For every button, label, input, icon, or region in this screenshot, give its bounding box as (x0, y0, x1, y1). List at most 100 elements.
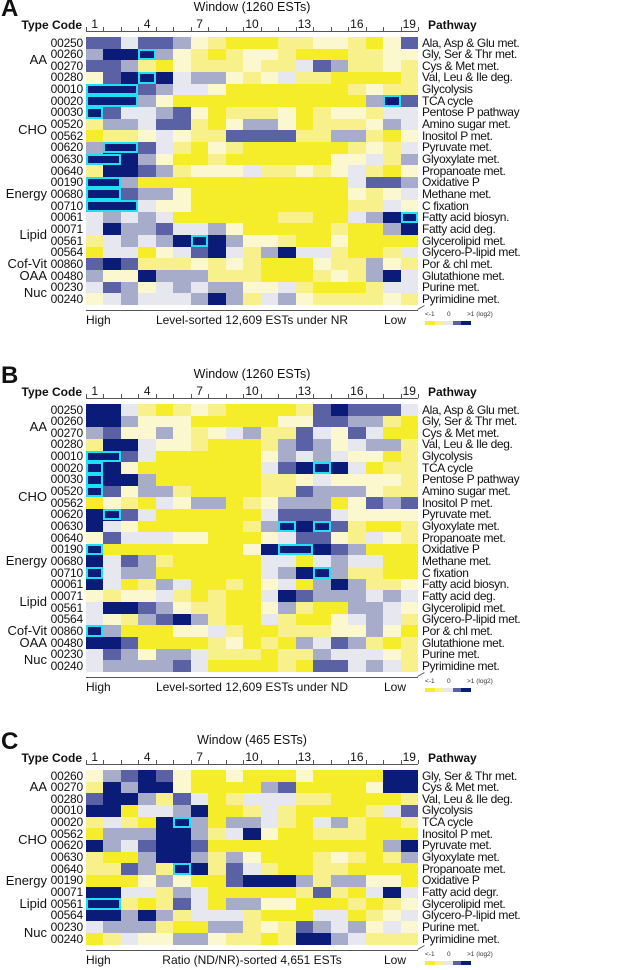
tick-label: 13 (297, 384, 312, 398)
heatmap-cell (225, 462, 244, 475)
heatmap-cell (365, 804, 384, 817)
heatmap-cell (138, 648, 157, 661)
heatmap-cell (400, 165, 419, 178)
heatmap-cell (190, 898, 209, 911)
heatmap-cell (295, 188, 314, 201)
highlight-box (86, 898, 121, 910)
heatmap-cell (260, 648, 279, 661)
heatmap-cell (365, 520, 384, 533)
heatmap-cell (295, 118, 314, 131)
heatmap-cell (225, 293, 244, 306)
heatmap-cell (155, 106, 174, 119)
heatmap-cell (120, 520, 139, 533)
heatmap-cell (330, 804, 349, 817)
heatmap-cell (86, 235, 104, 248)
pathway-name: Val, Leu & Ile deg. (422, 791, 513, 806)
heatmap-cell (348, 293, 366, 306)
heatmap-cell (260, 130, 279, 143)
tick-label: 4 (143, 17, 151, 31)
heatmap-cell (295, 427, 314, 440)
heatmap-cell (278, 83, 297, 96)
heatmap-cell (190, 804, 209, 817)
heatmap-cell (138, 898, 157, 911)
heatmap-cell (243, 176, 262, 189)
heatmap-cell (383, 130, 401, 143)
x-axis-label: Level-sorted 12,609 ESTs under ND (155, 679, 349, 694)
heatmap-cell (155, 637, 174, 650)
heatmap-cell (225, 71, 244, 84)
heatmap-cell (365, 258, 384, 271)
heatmap-cell (208, 590, 227, 603)
heatmap-cell (243, 404, 262, 417)
heatmap-cell (155, 520, 174, 533)
heatmap-cell (313, 246, 332, 259)
heatmap-cell (365, 83, 384, 96)
heatmap-cell (208, 281, 227, 294)
heatmap-cell (155, 95, 174, 108)
type-code: 00680 (50, 186, 84, 201)
heatmap-cell (208, 532, 227, 545)
heatmap-cell (400, 921, 419, 934)
heatmap-cell (120, 613, 139, 626)
tick-label: 10 (245, 17, 259, 31)
heatmap-cell (138, 473, 157, 486)
heatmap-cell (208, 613, 227, 626)
heatmap-cell (138, 781, 157, 794)
heatmap-cell (190, 770, 209, 783)
heatmap-cell (330, 438, 349, 451)
heatmap-cell (260, 293, 279, 306)
heatmap-cell (383, 804, 401, 817)
heatmap-cell (348, 427, 366, 440)
x-label-low: Low (384, 312, 407, 327)
axis-tick (330, 27, 332, 31)
pathway-name: Pentose P pathway (422, 105, 520, 120)
heatmap-cell (103, 851, 122, 864)
heatmap-cell (295, 497, 314, 510)
heatmap-cell (138, 660, 157, 673)
heatmap-cell (138, 590, 157, 603)
heatmap-cell (313, 118, 332, 131)
heatmap-cell (383, 886, 401, 899)
color-legend: <-1 0 >1 (log2) (425, 678, 495, 694)
heatmap-cell (383, 165, 401, 178)
heatmap-cell (86, 839, 104, 852)
pathway-name: Pyrimidine met. (422, 291, 500, 306)
heatmap-cell (208, 578, 227, 591)
heatmap-cell (190, 532, 209, 545)
heatmap-cell (225, 270, 244, 283)
heatmap-cell (103, 415, 122, 428)
heatmap-cell (383, 793, 401, 806)
heatmap-cell (120, 176, 139, 189)
heatmap-cell (313, 438, 332, 451)
type-code: 00071 (50, 885, 84, 899)
heatmap-cell (313, 555, 332, 568)
group-label: Energy (5, 872, 47, 888)
heatmap-cell (313, 781, 332, 794)
heatmap-cell (225, 863, 244, 876)
heatmap-cell (138, 48, 157, 61)
heatmap-cell (348, 485, 366, 498)
x-label-low: Low (384, 679, 407, 694)
heatmap-cell (348, 590, 366, 603)
heatmap-cell (86, 415, 104, 428)
group-label: Energy (5, 553, 47, 569)
panel-letter: C (1, 728, 19, 755)
heatmap-cell (190, 485, 209, 498)
heatmap-cell (383, 258, 401, 271)
heatmap-cell (278, 165, 297, 178)
heatmap-cell (155, 165, 174, 178)
heatmap-cell (173, 921, 192, 934)
heatmap-cell (86, 48, 104, 61)
axis-tick (86, 394, 87, 398)
heatmap-cell (400, 613, 419, 626)
heatmap-cell (243, 828, 262, 841)
pathway-name: Pyruvate met. (422, 140, 492, 155)
heatmap-cell (383, 48, 401, 61)
heatmap-cell (173, 95, 192, 108)
heatmap-cell (103, 828, 122, 841)
heatmap-cell (330, 450, 349, 463)
heatmap-cell (120, 415, 139, 428)
heatmap-cell (190, 555, 209, 568)
heatmap-cell (243, 270, 262, 283)
heatmap-cell (260, 106, 279, 119)
